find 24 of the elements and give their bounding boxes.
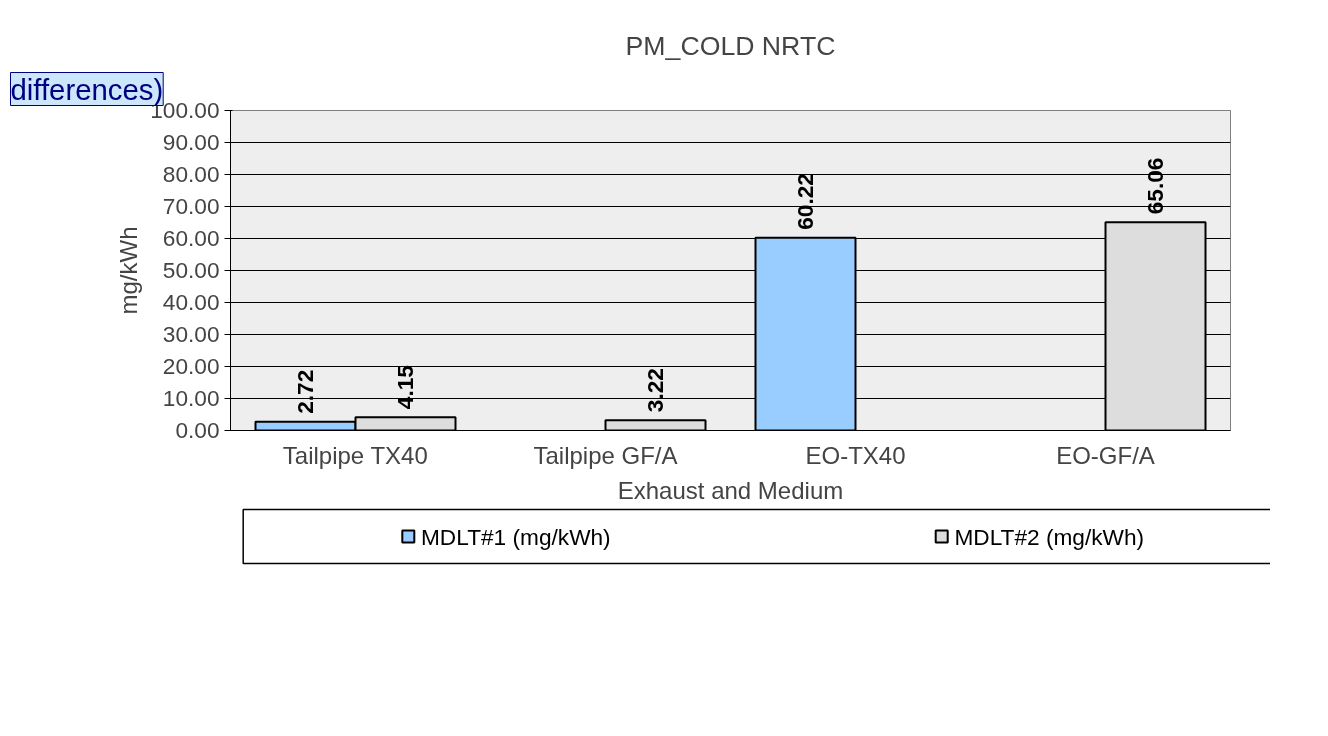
legend-label: MDLT#1 (mg/kWh) [421,523,611,550]
x-tick-label: Tailpipe GF/A [533,441,678,469]
legend-label: MDLT#2 (mg/kWh) [954,523,1145,550]
data-label: 2.72 [292,369,318,414]
y-tick-label: 80.00 [162,161,220,187]
y-tick-label: 40.00 [162,289,220,315]
x-axis-title: Exhaust and Medium [617,476,844,504]
data-label: 4.15 [392,365,418,410]
y-tick-label: 10.00 [162,385,220,411]
y-tick-label: 0.00 [175,417,220,443]
x-tick-label: EO-TX40 [805,441,906,469]
y-tick-label: 70.00 [162,193,220,219]
chart-title: PM_COLD NRTC [625,30,836,61]
data-label: 3.22 [642,368,668,413]
y-axis-title: mg/kWh [115,226,143,315]
y-tick-label: 60.00 [162,225,220,251]
y-tick-label: 90.00 [162,129,220,155]
y-tick-label: 50.00 [162,257,220,283]
data-label: 65.06 [1142,157,1168,215]
y-tick-label: 30.00 [162,321,220,347]
data-label: 60.22 [792,173,818,230]
x-tick-label: Tailpipe TX40 [282,441,428,469]
x-tick-label: EO-GF/A [1056,441,1155,469]
y-tick-label: 20.00 [162,353,220,379]
